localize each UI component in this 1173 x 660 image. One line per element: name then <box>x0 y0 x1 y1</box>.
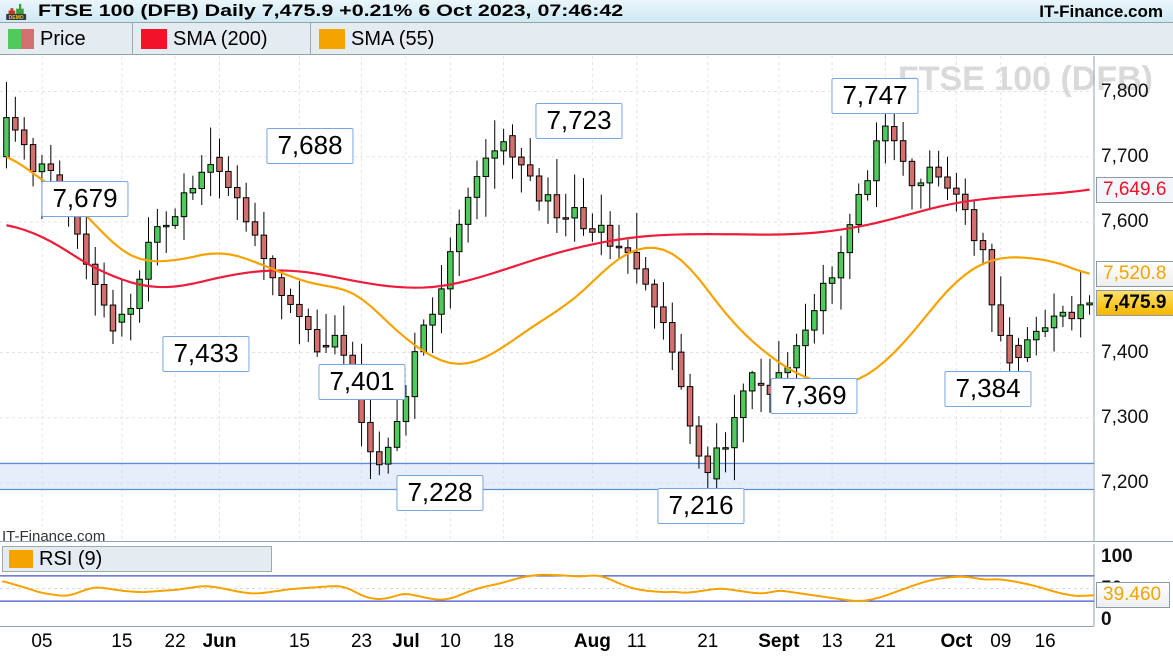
svg-text:DEMO: DEMO <box>9 15 24 21</box>
